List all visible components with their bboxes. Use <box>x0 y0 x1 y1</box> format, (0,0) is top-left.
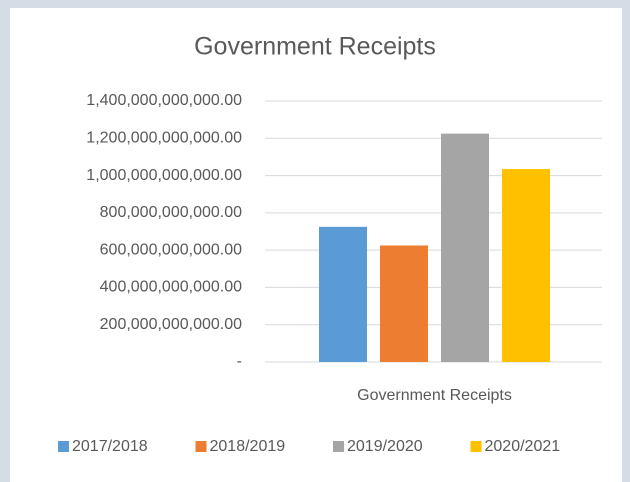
legend-label: 2019/2020 <box>347 438 423 455</box>
y-tick-label: 1,200,000,000,000.00 <box>86 130 242 147</box>
legend-swatch <box>195 441 207 452</box>
x-tick-label: Government Receipts <box>357 387 512 404</box>
chart-title: Government Receipts <box>194 33 436 61</box>
y-tick-label: 600,000,000,000.00 <box>100 241 242 258</box>
y-tick-label: 1,000,000,000,000.00 <box>86 167 242 184</box>
y-tick-label: 400,000,000,000.00 <box>100 279 242 296</box>
legend-label: 2020/2021 <box>485 438 561 455</box>
legend-label: 2017/2018 <box>72 438 148 455</box>
y-tick-label: - <box>237 353 242 370</box>
bar <box>502 169 550 362</box>
bar <box>441 133 489 362</box>
legend-swatch <box>470 441 482 452</box>
y-tick-label: 200,000,000,000.00 <box>100 316 242 333</box>
y-tick-label: 1,400,000,000,000.00 <box>86 92 242 109</box>
legend-label: 2018/2019 <box>210 438 286 455</box>
legend-swatch <box>58 441 69 452</box>
legend-swatch <box>333 441 344 452</box>
y-tick-label: 800,000,000,000.00 <box>100 204 242 221</box>
bar <box>380 245 428 362</box>
bar <box>319 226 367 362</box>
